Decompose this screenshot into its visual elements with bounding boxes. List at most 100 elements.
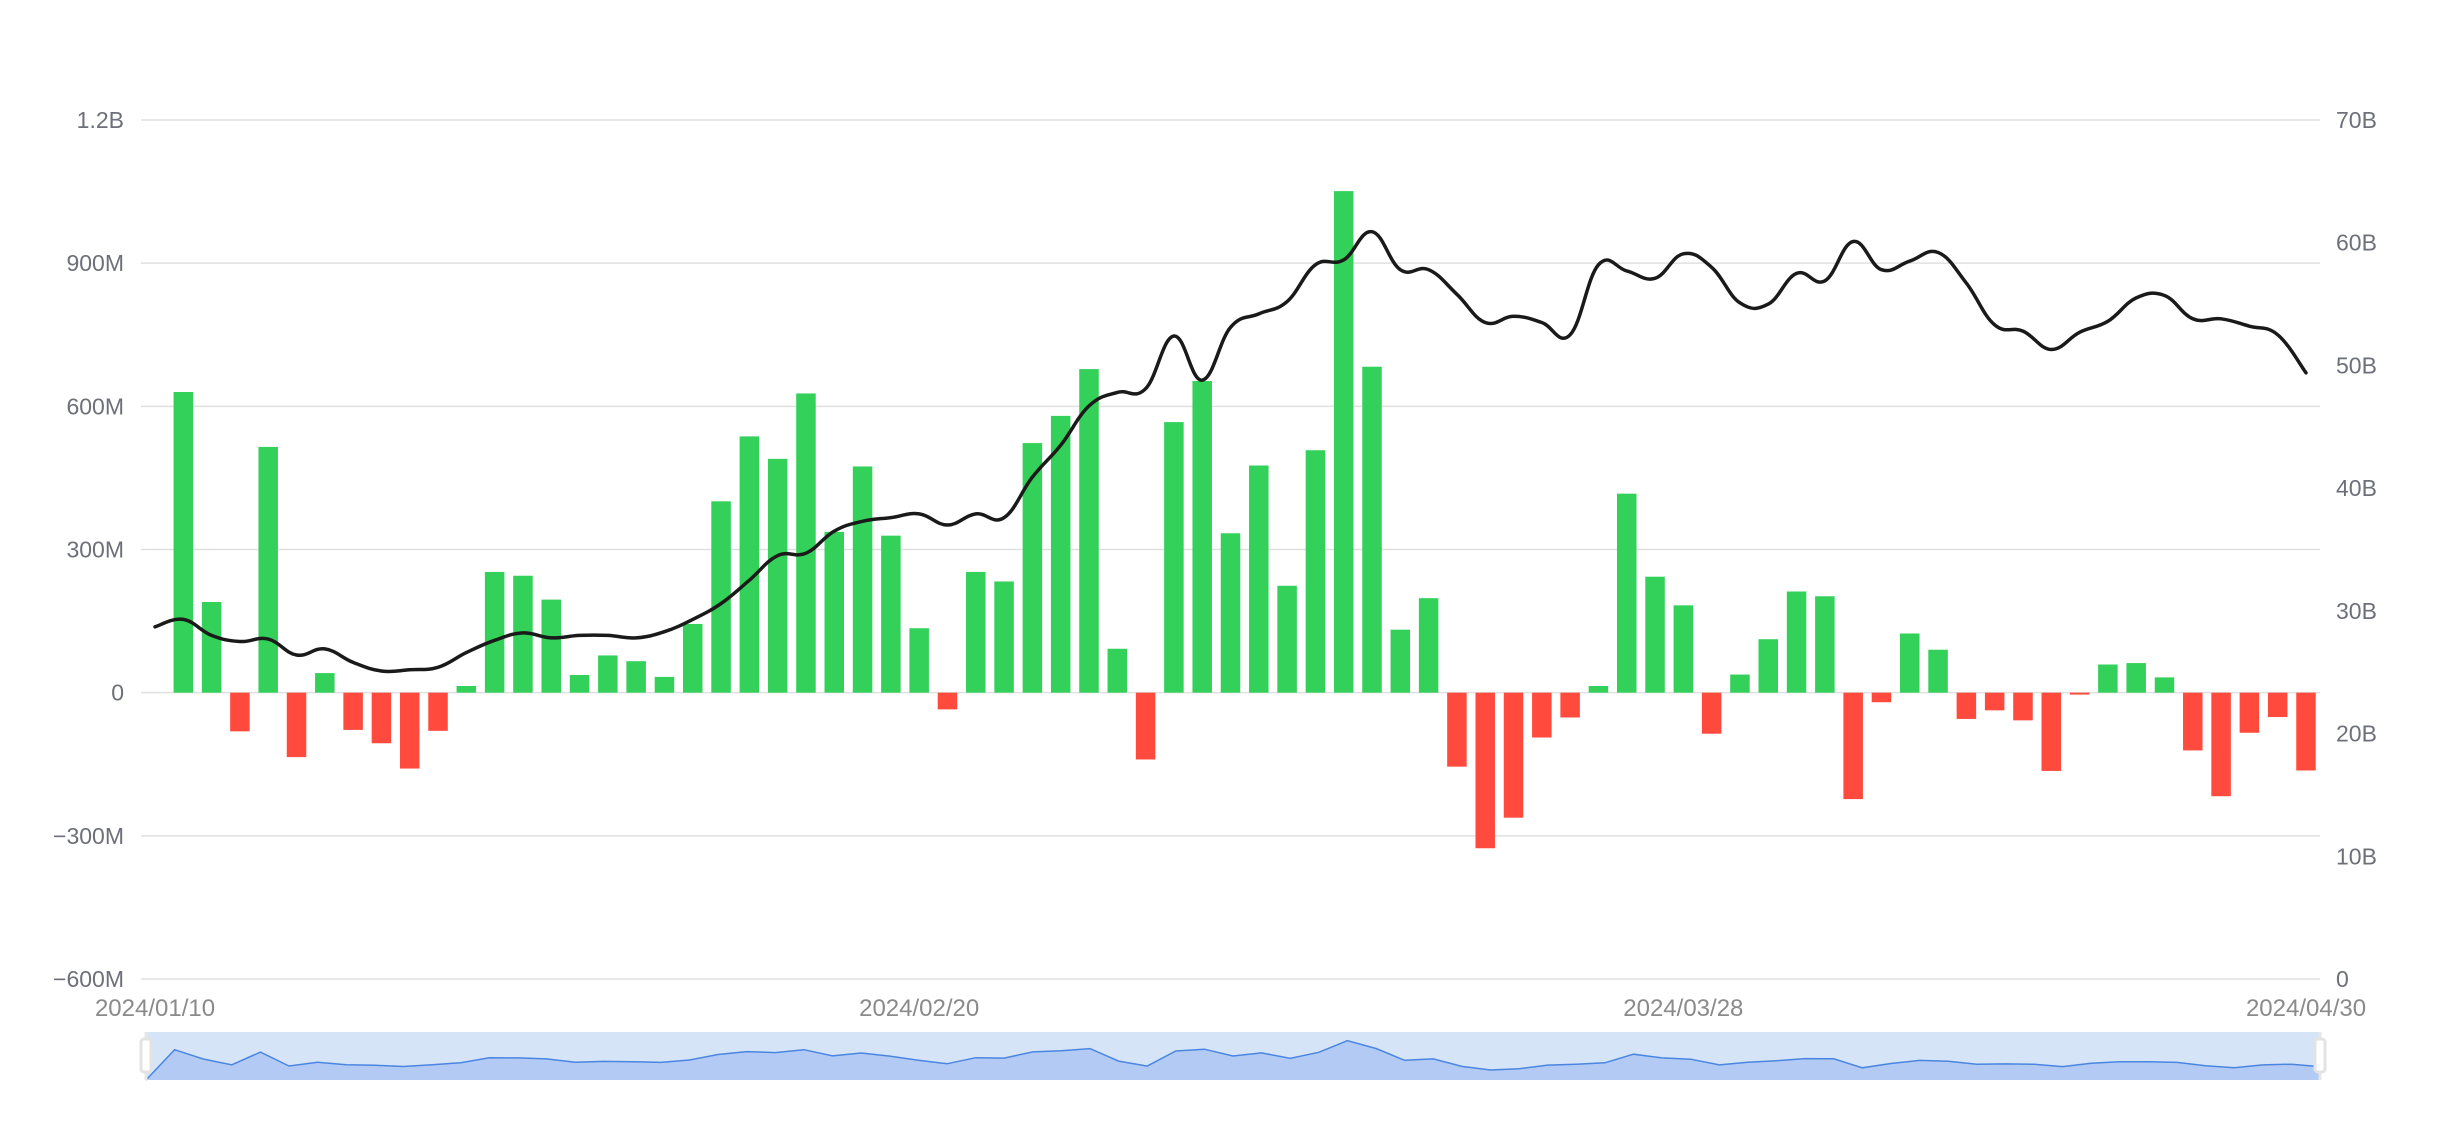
handle-grip[interactable] [139, 1037, 153, 1074]
bar[interactable] [1560, 692, 1580, 718]
data-zoom-slider[interactable] [139, 1032, 2327, 1081]
bar[interactable] [201, 601, 222, 693]
bar[interactable] [371, 692, 392, 744]
bar[interactable] [654, 676, 675, 693]
bar[interactable] [1220, 533, 1241, 693]
bar[interactable] [1107, 648, 1128, 693]
right-axis-label: 10B [2336, 843, 2377, 869]
bar[interactable] [2013, 692, 2033, 721]
bar[interactable] [1503, 692, 1524, 818]
bar[interactable] [598, 655, 618, 693]
bar[interactable] [1135, 692, 1156, 760]
bar[interactable] [315, 673, 335, 693]
bar[interactable] [881, 535, 901, 693]
right-axis-label: 40B [2336, 475, 2377, 501]
bar[interactable] [230, 692, 250, 732]
bar[interactable] [258, 446, 278, 693]
bar[interactable] [1475, 692, 1495, 849]
bar[interactable] [1418, 598, 1439, 693]
bar[interactable] [173, 392, 194, 693]
bar[interactable] [2267, 692, 2288, 718]
bar[interactable] [343, 692, 363, 730]
bar[interactable] [1249, 465, 1269, 693]
bar[interactable] [1758, 639, 1779, 693]
bar[interactable] [2126, 663, 2146, 693]
bar[interactable] [796, 393, 816, 693]
bar[interactable] [1532, 692, 1552, 738]
bar[interactable] [1164, 422, 1184, 693]
bar[interactable] [2211, 692, 2231, 797]
x-axis-label: 2024/03/28 [1623, 995, 1743, 1022]
bar[interactable] [569, 675, 590, 693]
data-zoom-right-handle[interactable] [2313, 1032, 2327, 1080]
bar[interactable] [1871, 692, 1892, 703]
right-axis-label: 60B [2336, 230, 2377, 256]
bar[interactable] [1588, 685, 1609, 693]
handle-grip[interactable] [2313, 1037, 2327, 1074]
bar[interactable] [1843, 692, 1863, 800]
bar[interactable] [1616, 493, 1637, 693]
left-axis-label: 300M [66, 537, 124, 563]
bar[interactable] [456, 685, 477, 693]
data-zoom-preview-line [145, 1039, 2321, 1081]
bar[interactable] [1815, 596, 1835, 693]
x-axis-label: 2024/02/20 [859, 995, 979, 1022]
bar[interactable] [1050, 415, 1071, 693]
bar[interactable] [626, 661, 646, 693]
right-axis-label: 50B [2336, 352, 2377, 378]
bar[interactable] [1786, 591, 1807, 693]
bar[interactable] [484, 571, 505, 693]
bar[interactable] [1900, 633, 1920, 693]
bar[interactable] [966, 571, 986, 693]
bar[interactable] [1701, 692, 1722, 734]
left-axis-label: −300M [53, 823, 124, 849]
x-axis-label: 2024/04/30 [2246, 995, 2366, 1022]
bar[interactable] [1928, 649, 1948, 693]
right-axis-label: 0 [2336, 966, 2349, 992]
right-axis-label: 70B [2336, 107, 2377, 133]
bar[interactable] [399, 692, 420, 769]
bar[interactable] [852, 466, 873, 693]
bar[interactable] [2154, 677, 2175, 693]
bar[interactable] [428, 692, 448, 731]
bar[interactable] [1305, 450, 1326, 693]
bar[interactable] [1277, 585, 1297, 693]
bar[interactable] [2098, 664, 2118, 693]
bar[interactable] [1362, 366, 1382, 693]
right-y-axis: 70B 60B 50B 40B 30B 20B 10B 0 [2336, 107, 2377, 992]
bar[interactable] [1333, 191, 1354, 693]
bar[interactable] [1192, 381, 1212, 693]
bar[interactable] [711, 501, 731, 693]
bar[interactable] [2296, 692, 2316, 771]
bar[interactable] [767, 458, 788, 693]
bar[interactable] [994, 581, 1014, 693]
bar[interactable] [1984, 692, 2005, 711]
bar[interactable] [2069, 692, 2090, 695]
bar[interactable] [2239, 692, 2260, 733]
bar[interactable] [541, 599, 561, 693]
bar[interactable] [1022, 443, 1043, 693]
bar[interactable] [1730, 674, 1750, 693]
net-flow-bars [173, 191, 2316, 849]
bar[interactable] [2183, 692, 2203, 751]
bar[interactable] [683, 623, 703, 693]
data-zoom-preview-area [146, 1040, 2320, 1080]
bar[interactable] [824, 531, 845, 693]
bar[interactable] [1447, 692, 1467, 767]
bar[interactable] [937, 692, 958, 710]
bar[interactable] [1673, 605, 1694, 693]
bar[interactable] [2041, 692, 2062, 771]
bar[interactable] [909, 628, 929, 693]
left-axis-label: 0 [111, 680, 124, 706]
bar[interactable] [286, 692, 307, 758]
data-zoom-left-handle[interactable] [139, 1032, 153, 1080]
bar[interactable] [1956, 692, 1977, 719]
bar[interactable] [1079, 369, 1099, 693]
bar[interactable] [739, 436, 760, 693]
bar[interactable] [1390, 629, 1411, 693]
right-axis-label: 30B [2336, 598, 2377, 624]
left-y-axis: 1.2B 900M 600M 300M 0 −300M −600M [53, 107, 124, 992]
bar[interactable] [1645, 576, 1665, 693]
